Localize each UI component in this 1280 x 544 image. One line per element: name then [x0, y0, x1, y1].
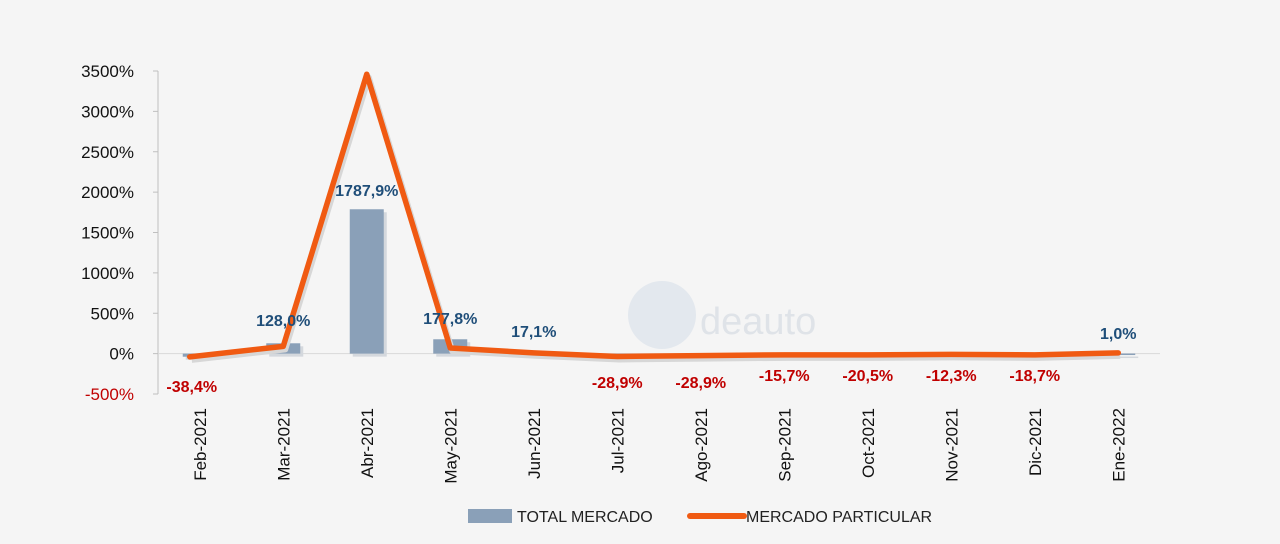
data-label: 128,0%: [256, 313, 310, 330]
x-tick-label: Jul-2021: [608, 408, 627, 473]
data-label: 1787,9%: [335, 183, 398, 200]
bar-Abr-2021: [349, 209, 384, 354]
y-tick-label: 1000%: [81, 264, 134, 283]
data-label: -12,3%: [926, 368, 977, 385]
data-label: -28,9%: [675, 375, 726, 392]
line-mercado-particular: [187, 71, 1121, 360]
y-tick-label: -500%: [85, 385, 134, 404]
x-tick-label: Oct-2021: [859, 408, 878, 478]
data-label: 177,8%: [423, 311, 477, 328]
watermark: deauto: [628, 281, 816, 349]
x-tick-label: Jun-2021: [525, 408, 544, 479]
legend-swatch-total-mercado: [468, 509, 512, 523]
y-tick-label: 2500%: [81, 143, 134, 162]
x-tick-label: Ago-2021: [692, 408, 711, 482]
data-label: 1,0%: [1100, 326, 1136, 343]
x-tick-label: Mar-2021: [274, 408, 293, 481]
x-tick-label: Dic-2021: [1026, 408, 1045, 476]
legend-label-mercado-particular: MERCADO PARTICULAR: [746, 509, 932, 526]
y-tick-label: 3500%: [81, 62, 134, 81]
x-tick-label: Sep-2021: [775, 408, 794, 482]
data-label: -18,7%: [1009, 368, 1060, 385]
data-labels: -38,4% 128,0% 1787,9% 177,8% 17,1% -28,9% -28,…: [166, 183, 1136, 396]
x-tick-label: May-2021: [441, 408, 460, 484]
watermark-text: deauto: [700, 301, 816, 343]
data-label: -20,5%: [842, 368, 893, 385]
watermark-logo-icon: [628, 281, 696, 349]
x-axis: Feb-2021 Mar-2021 Abr-2021 May-2021 Jun-2021…: [191, 408, 1129, 484]
bar-shadow: [1104, 356, 1139, 359]
x-tick-label: Feb-2021: [191, 408, 210, 481]
y-tick-label: 3000%: [81, 102, 134, 121]
data-label: -38,4%: [166, 379, 217, 396]
line-series: [187, 71, 1121, 363]
legend: TOTAL MERCADO MERCADO PARTICULAR: [468, 509, 932, 526]
legend-label-total-mercado: TOTAL MERCADO: [517, 509, 653, 526]
data-label: 17,1%: [511, 324, 556, 341]
x-tick-label: Ene-2022: [1109, 408, 1128, 482]
y-tick-label: 1500%: [81, 224, 134, 243]
x-tick-label: Nov-2021: [942, 408, 961, 482]
data-label: -15,7%: [759, 368, 810, 385]
line-shadow: [191, 74, 1121, 363]
y-tick-label: 2000%: [81, 183, 134, 202]
x-tick-label: Abr-2021: [358, 408, 377, 478]
y-axis: 3500% 3000% 2500% 2000% 1500% 1000% 500% 0% -500…: [81, 62, 1160, 404]
y-tick-label: 500%: [91, 304, 134, 323]
y-tick-label: 0%: [109, 345, 134, 364]
data-label: -28,9%: [592, 375, 643, 392]
